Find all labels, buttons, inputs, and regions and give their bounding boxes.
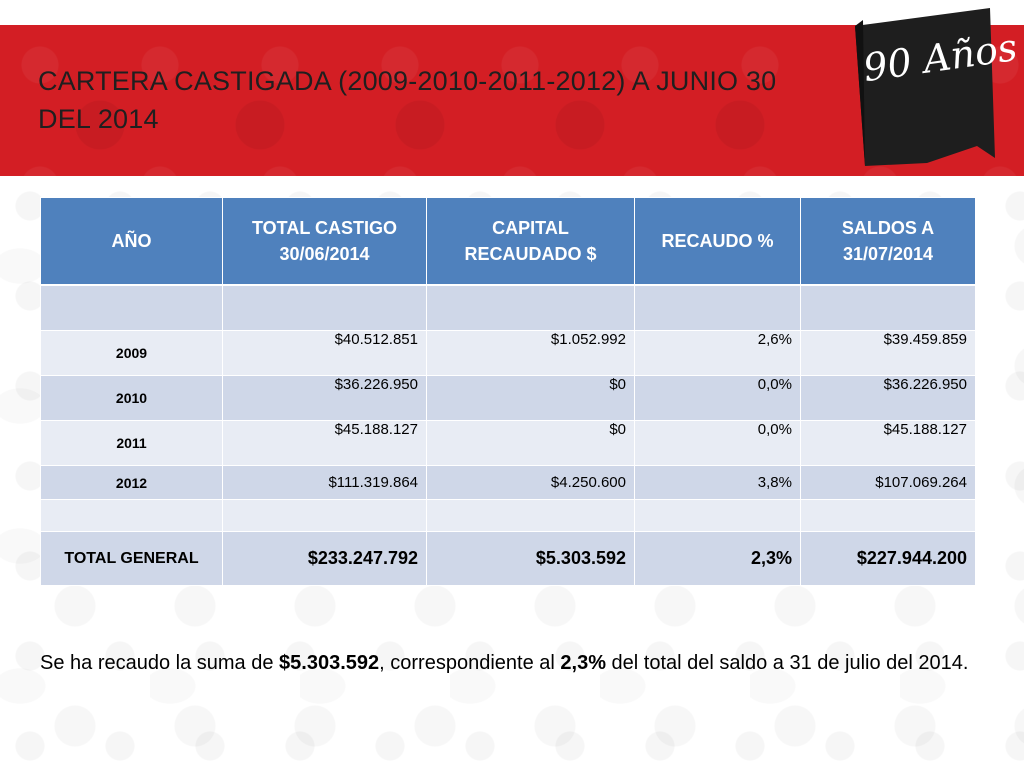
top-strip xyxy=(0,0,1024,25)
cell-saldo: $107.069.264 xyxy=(800,465,976,500)
header-ano: AÑO xyxy=(40,197,223,286)
header-recaudo-pct: RECAUDO % xyxy=(634,197,801,286)
cell-capital: $5.303.592 xyxy=(426,531,635,586)
ribbon-badge-icon xyxy=(855,8,995,166)
cell-capital: $4.250.600 xyxy=(426,465,635,500)
cell-total: $233.247.792 xyxy=(222,531,427,586)
cell-year: 2009 xyxy=(40,330,223,376)
cell-recaudo: 0,0% xyxy=(634,420,801,466)
cell-recaudo: 0,0% xyxy=(634,375,801,421)
summary-part1: Se ha recaudo la suma de xyxy=(40,652,280,674)
table-header-row: AÑO TOTAL CASTIGO 30/06/2014 CAPITAL REC… xyxy=(40,197,976,286)
cartera-table: AÑO TOTAL CASTIGO 30/06/2014 CAPITAL REC… xyxy=(40,197,976,586)
header-saldos: SALDOS A 31/07/2014 xyxy=(800,197,976,286)
table-row: 2012 $111.319.864 $4.250.600 3,8% $107.0… xyxy=(40,465,976,500)
summary-part2: , correspondiente al xyxy=(379,652,561,674)
header-total-castigo: TOTAL CASTIGO 30/06/2014 xyxy=(222,197,427,286)
table-row-empty xyxy=(40,284,976,331)
cell-year: 2010 xyxy=(40,375,223,421)
cell-total: $111.319.864 xyxy=(222,465,427,500)
table-row: 2009 $40.512.851 $1.052.992 2,6% $39.459… xyxy=(40,330,976,376)
slide-title: CARTERA CASTIGADA (2009-2010-2011-2012) … xyxy=(38,66,777,134)
anniversary-badge: 90 Años xyxy=(845,8,1020,168)
cell-recaudo: 3,8% xyxy=(634,465,801,500)
cell-total: $45.188.127 xyxy=(222,420,427,466)
summary-part3: del total del saldo a 31 de julio del 20… xyxy=(605,652,969,674)
cell-year: 2011 xyxy=(40,420,223,466)
header-capital-recaudado: CAPITAL RECAUDADO $ xyxy=(426,197,635,286)
cell-saldo: $227.944.200 xyxy=(800,531,976,586)
cell-total: $40.512.851 xyxy=(222,330,427,376)
cell-capital: $0 xyxy=(426,420,635,466)
cell-recaudo: 2,6% xyxy=(634,330,801,376)
summary-amount: $5.303.592 xyxy=(279,652,380,674)
cell-saldo: $39.459.859 xyxy=(800,330,976,376)
table-row: 2011 $45.188.127 $0 0,0% $45.188.127 xyxy=(40,420,976,466)
cell-saldo: $45.188.127 xyxy=(800,420,976,466)
cell-saldo: $36.226.950 xyxy=(800,375,976,421)
summary-text: Se ha recaudo la suma de $5.303.592, cor… xyxy=(40,648,970,678)
cell-year: 2012 xyxy=(40,465,223,500)
cell-capital: $0 xyxy=(426,375,635,421)
cell-total: $36.226.950 xyxy=(222,375,427,421)
cell-recaudo: 2,3% xyxy=(634,531,801,586)
table-total-row: TOTAL GENERAL $233.247.792 $5.303.592 2,… xyxy=(40,531,976,586)
table-row-empty xyxy=(40,499,976,532)
header-band xyxy=(0,25,1024,176)
cell-capital: $1.052.992 xyxy=(426,330,635,376)
summary-percent: 2,3% xyxy=(560,652,606,674)
table-row: 2010 $36.226.950 $0 0,0% $36.226.950 xyxy=(40,375,976,421)
cell-total-label: TOTAL GENERAL xyxy=(40,531,223,586)
